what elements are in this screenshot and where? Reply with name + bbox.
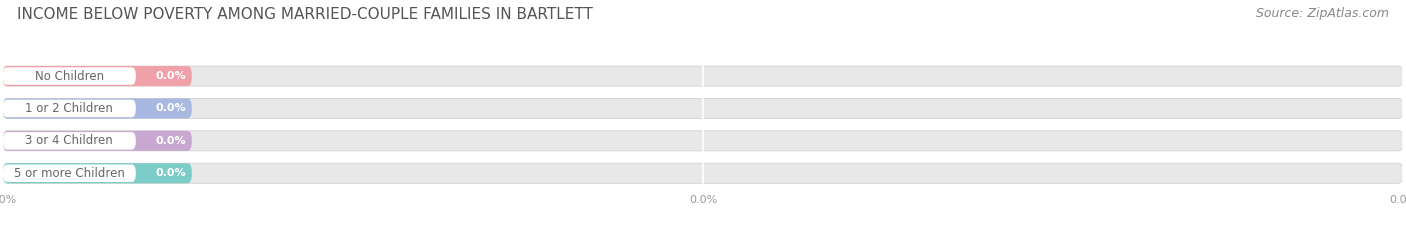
Text: 0.0%: 0.0% <box>156 168 186 178</box>
Text: 0.0%: 0.0% <box>156 103 186 113</box>
FancyBboxPatch shape <box>3 164 136 182</box>
FancyBboxPatch shape <box>3 66 191 86</box>
Text: INCOME BELOW POVERTY AMONG MARRIED-COUPLE FAMILIES IN BARTLETT: INCOME BELOW POVERTY AMONG MARRIED-COUPL… <box>17 7 593 22</box>
FancyBboxPatch shape <box>3 98 191 119</box>
Text: Source: ZipAtlas.com: Source: ZipAtlas.com <box>1256 7 1389 20</box>
Text: 0.0%: 0.0% <box>156 71 186 81</box>
Text: 1 or 2 Children: 1 or 2 Children <box>25 102 114 115</box>
Text: No Children: No Children <box>35 70 104 82</box>
FancyBboxPatch shape <box>3 131 191 151</box>
Text: 0.0%: 0.0% <box>156 136 186 146</box>
FancyBboxPatch shape <box>3 163 1403 183</box>
FancyBboxPatch shape <box>3 131 1403 151</box>
Text: 3 or 4 Children: 3 or 4 Children <box>25 134 114 147</box>
Text: 5 or more Children: 5 or more Children <box>14 167 125 180</box>
FancyBboxPatch shape <box>3 66 1403 86</box>
FancyBboxPatch shape <box>3 100 136 117</box>
FancyBboxPatch shape <box>3 67 136 85</box>
FancyBboxPatch shape <box>3 132 136 150</box>
FancyBboxPatch shape <box>3 98 1403 119</box>
FancyBboxPatch shape <box>3 163 191 183</box>
